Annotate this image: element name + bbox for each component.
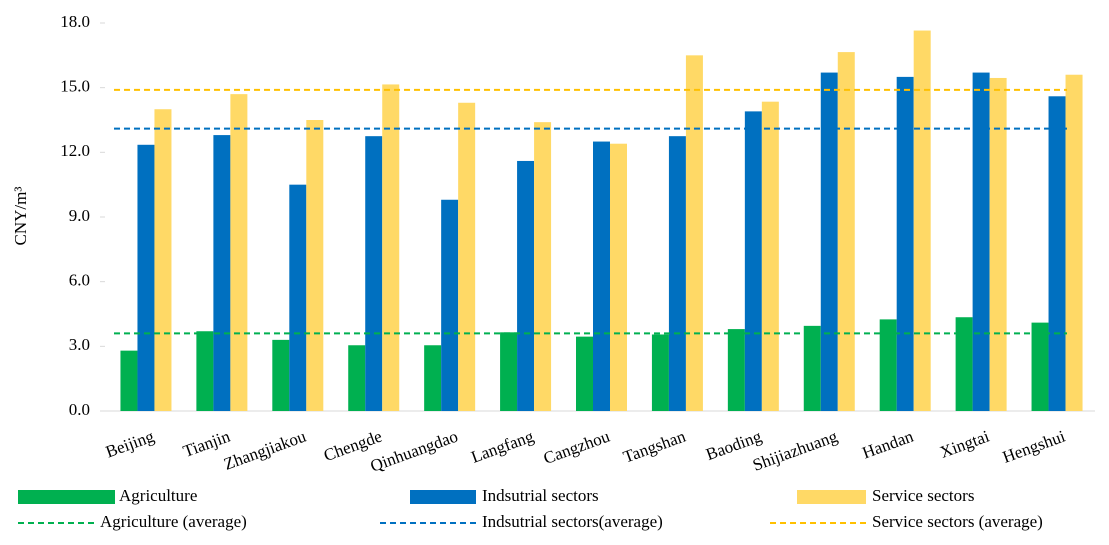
- x-tick-label: Handan: [860, 426, 917, 462]
- bar: [651, 334, 669, 411]
- legend-label: Agriculture (average): [100, 512, 247, 531]
- bar: [272, 339, 290, 411]
- y-tick-label: 12.0: [60, 141, 90, 160]
- bar: [879, 319, 897, 411]
- bar: [955, 317, 973, 411]
- bar: [534, 122, 552, 412]
- x-tick-label: Hengshui: [1000, 426, 1068, 466]
- bar: [213, 135, 231, 412]
- legend-label: Agriculture: [119, 486, 197, 505]
- bar: [365, 136, 383, 411]
- legend-swatch: [18, 490, 115, 504]
- legend-label: Indsutrial sectors(average): [482, 512, 663, 531]
- bar: [761, 101, 779, 411]
- legend-swatch: [797, 490, 866, 504]
- legend-swatch: [410, 490, 476, 504]
- bar: [230, 94, 248, 411]
- y-tick-label: 6.0: [69, 271, 90, 290]
- bar: [1065, 74, 1083, 411]
- bar: [685, 55, 703, 411]
- bar: [989, 77, 1007, 411]
- bar: [972, 72, 990, 412]
- bar: [348, 345, 366, 411]
- y-tick-label: 18.0: [60, 12, 90, 31]
- bar: [424, 345, 442, 411]
- x-tick-label: Xingtai: [937, 426, 992, 461]
- x-tick-label: Cangzhou: [541, 426, 613, 468]
- bar: [837, 52, 855, 411]
- y-tick-label: 0.0: [69, 400, 90, 419]
- bar: [896, 76, 914, 411]
- x-tick-label: Qinhuangdao: [368, 427, 461, 476]
- bar: [120, 350, 138, 411]
- x-tick-label: Tangshan: [621, 426, 689, 466]
- bar: [382, 84, 400, 411]
- bar: [154, 109, 172, 411]
- bar: [458, 102, 476, 411]
- legend-label: Service sectors (average): [872, 512, 1043, 531]
- legend-label: Indsutrial sectors: [482, 486, 599, 505]
- y-axis-label: CNY/m³: [11, 187, 30, 246]
- x-tick-label: Zhangjiakou: [221, 426, 309, 473]
- bar: [1031, 322, 1049, 411]
- y-tick-label: 15.0: [60, 77, 90, 96]
- bar: [517, 160, 535, 411]
- bar: [500, 332, 518, 411]
- x-tick-label: Langfang: [469, 426, 537, 466]
- bar: [1048, 96, 1066, 412]
- bar: [137, 144, 155, 412]
- bar: [306, 120, 324, 411]
- bar: [727, 329, 745, 411]
- legend-label: Service sectors: [872, 486, 974, 505]
- y-tick-label: 3.0: [69, 335, 90, 354]
- bar: [744, 111, 762, 411]
- bar: [289, 184, 307, 411]
- bar: [820, 72, 838, 412]
- bar: [441, 199, 459, 411]
- bar: [803, 325, 821, 411]
- bar: [576, 336, 593, 411]
- x-tick-label: Shijiazhuang: [750, 426, 840, 474]
- bar: [610, 143, 627, 411]
- x-tick-label: Beijing: [103, 426, 157, 461]
- y-tick-label: 9.0: [69, 206, 90, 225]
- bar: [196, 331, 214, 411]
- bar: [593, 141, 610, 412]
- bar: [668, 136, 686, 411]
- bar: [913, 30, 931, 412]
